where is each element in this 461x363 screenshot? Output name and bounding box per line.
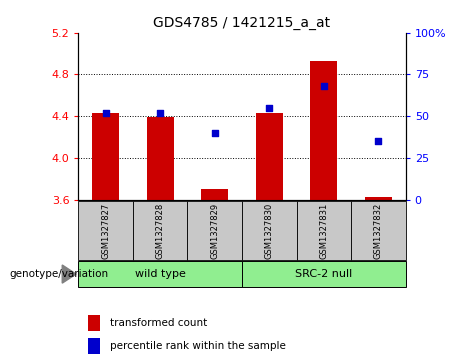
Text: GSM1327831: GSM1327831 <box>319 203 328 258</box>
FancyBboxPatch shape <box>351 201 406 260</box>
Text: GSM1327829: GSM1327829 <box>210 203 219 258</box>
Point <box>266 105 273 111</box>
Text: wild type: wild type <box>135 269 186 279</box>
Point <box>320 83 327 89</box>
FancyBboxPatch shape <box>242 201 296 260</box>
Text: GSM1327832: GSM1327832 <box>374 203 383 258</box>
Text: transformed count: transformed count <box>110 318 207 328</box>
FancyBboxPatch shape <box>78 261 242 287</box>
Text: genotype/variation: genotype/variation <box>9 269 108 279</box>
Text: GSM1327830: GSM1327830 <box>265 203 274 258</box>
FancyBboxPatch shape <box>78 201 133 260</box>
Text: GSM1327828: GSM1327828 <box>156 203 165 258</box>
Bar <box>256 113 283 200</box>
Title: GDS4785 / 1421215_a_at: GDS4785 / 1421215_a_at <box>154 16 331 30</box>
Point <box>157 110 164 116</box>
FancyBboxPatch shape <box>296 201 351 260</box>
FancyBboxPatch shape <box>133 201 188 260</box>
Bar <box>201 189 228 200</box>
Point <box>375 138 382 144</box>
Bar <box>88 315 100 331</box>
Text: GSM1327827: GSM1327827 <box>101 203 110 258</box>
Bar <box>310 61 337 200</box>
FancyBboxPatch shape <box>188 201 242 260</box>
Point <box>211 130 219 136</box>
Point <box>102 110 109 116</box>
Text: SRC-2 null: SRC-2 null <box>295 269 353 279</box>
Bar <box>88 338 100 354</box>
FancyBboxPatch shape <box>242 261 406 287</box>
Bar <box>147 117 174 200</box>
Bar <box>92 113 119 200</box>
Text: percentile rank within the sample: percentile rank within the sample <box>110 341 286 351</box>
Bar <box>365 196 392 200</box>
